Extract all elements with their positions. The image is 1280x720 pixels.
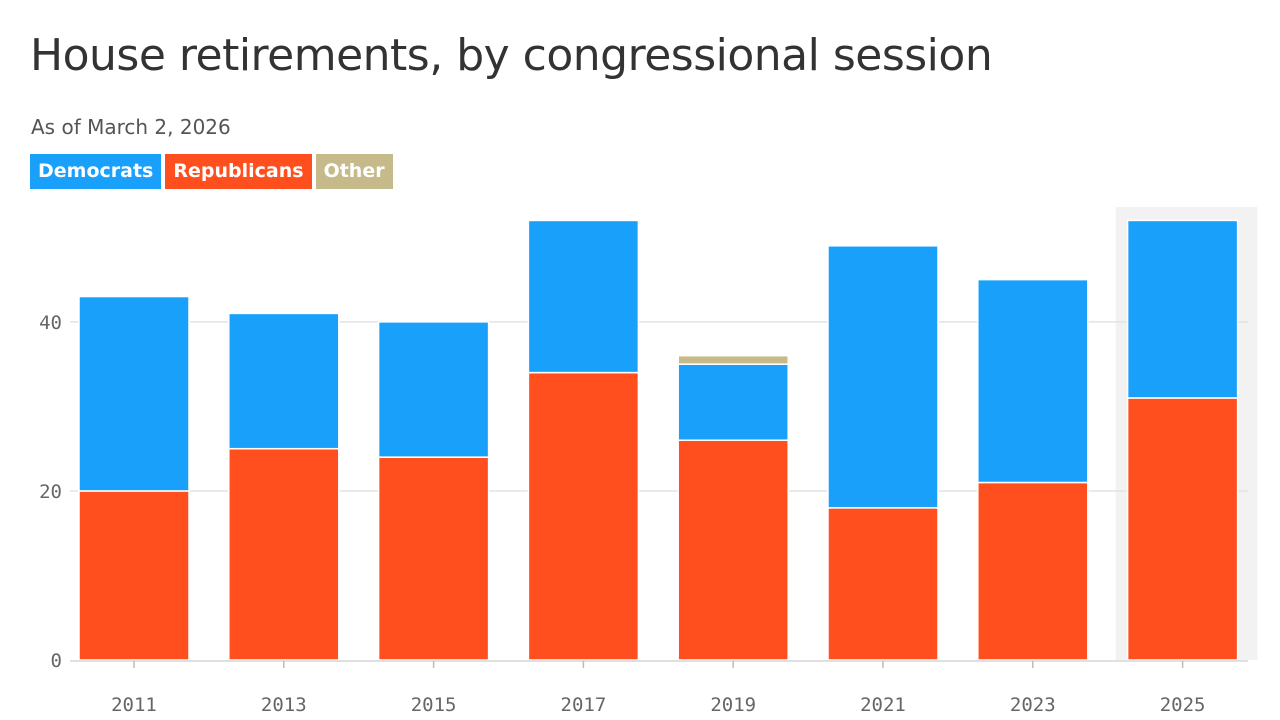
x-tick-label-2011: 2011 (111, 694, 157, 716)
y-tick-label-40: 40 (39, 312, 62, 334)
x-tick-label-2017: 2017 (561, 694, 607, 716)
x-tick-label-2013: 2013 (261, 694, 307, 716)
bar-republicans-2013 (228, 447, 340, 661)
bar-republicans-2011 (78, 490, 190, 661)
bar-other-2019 (677, 354, 789, 365)
bar-republicans-2025 (1126, 397, 1239, 661)
x-tick-label-2019: 2019 (710, 694, 756, 716)
legend-republicans: Republicans (165, 154, 312, 189)
legend-other: Other (315, 154, 393, 189)
y-tick-label-0: 0 (51, 650, 62, 672)
bar-democrats-2017 (527, 219, 640, 374)
bar-democrats-2019 (677, 363, 789, 441)
legend: Democrats Republicans Other (30, 154, 393, 189)
bar-democrats-2013 (228, 312, 340, 450)
y-tick-label-20: 20 (39, 481, 62, 503)
bar-republicans-2019 (677, 439, 789, 661)
x-tick-label-2025: 2025 (1160, 694, 1206, 716)
bar-democrats-2015 (377, 321, 490, 458)
chart-subtitle: As of March 2, 2026 (31, 115, 231, 139)
bar-democrats-2023 (977, 278, 1089, 484)
bar-republicans-2017 (527, 371, 640, 661)
bar-republicans-2021 (827, 507, 939, 661)
chart-title: House retirements, by congressional sess… (30, 30, 993, 81)
bar-democrats-2021 (827, 245, 939, 509)
x-tick-label-2021: 2021 (860, 694, 906, 716)
bar-democrats-2025 (1126, 219, 1239, 399)
x-tick-label-2015: 2015 (411, 694, 457, 716)
bar-republicans-2023 (977, 481, 1089, 661)
x-tick-label-2023: 2023 (1010, 694, 1056, 716)
bar-republicans-2015 (377, 456, 490, 661)
bar-democrats-2011 (78, 295, 190, 492)
legend-democrats: Democrats (30, 154, 162, 189)
